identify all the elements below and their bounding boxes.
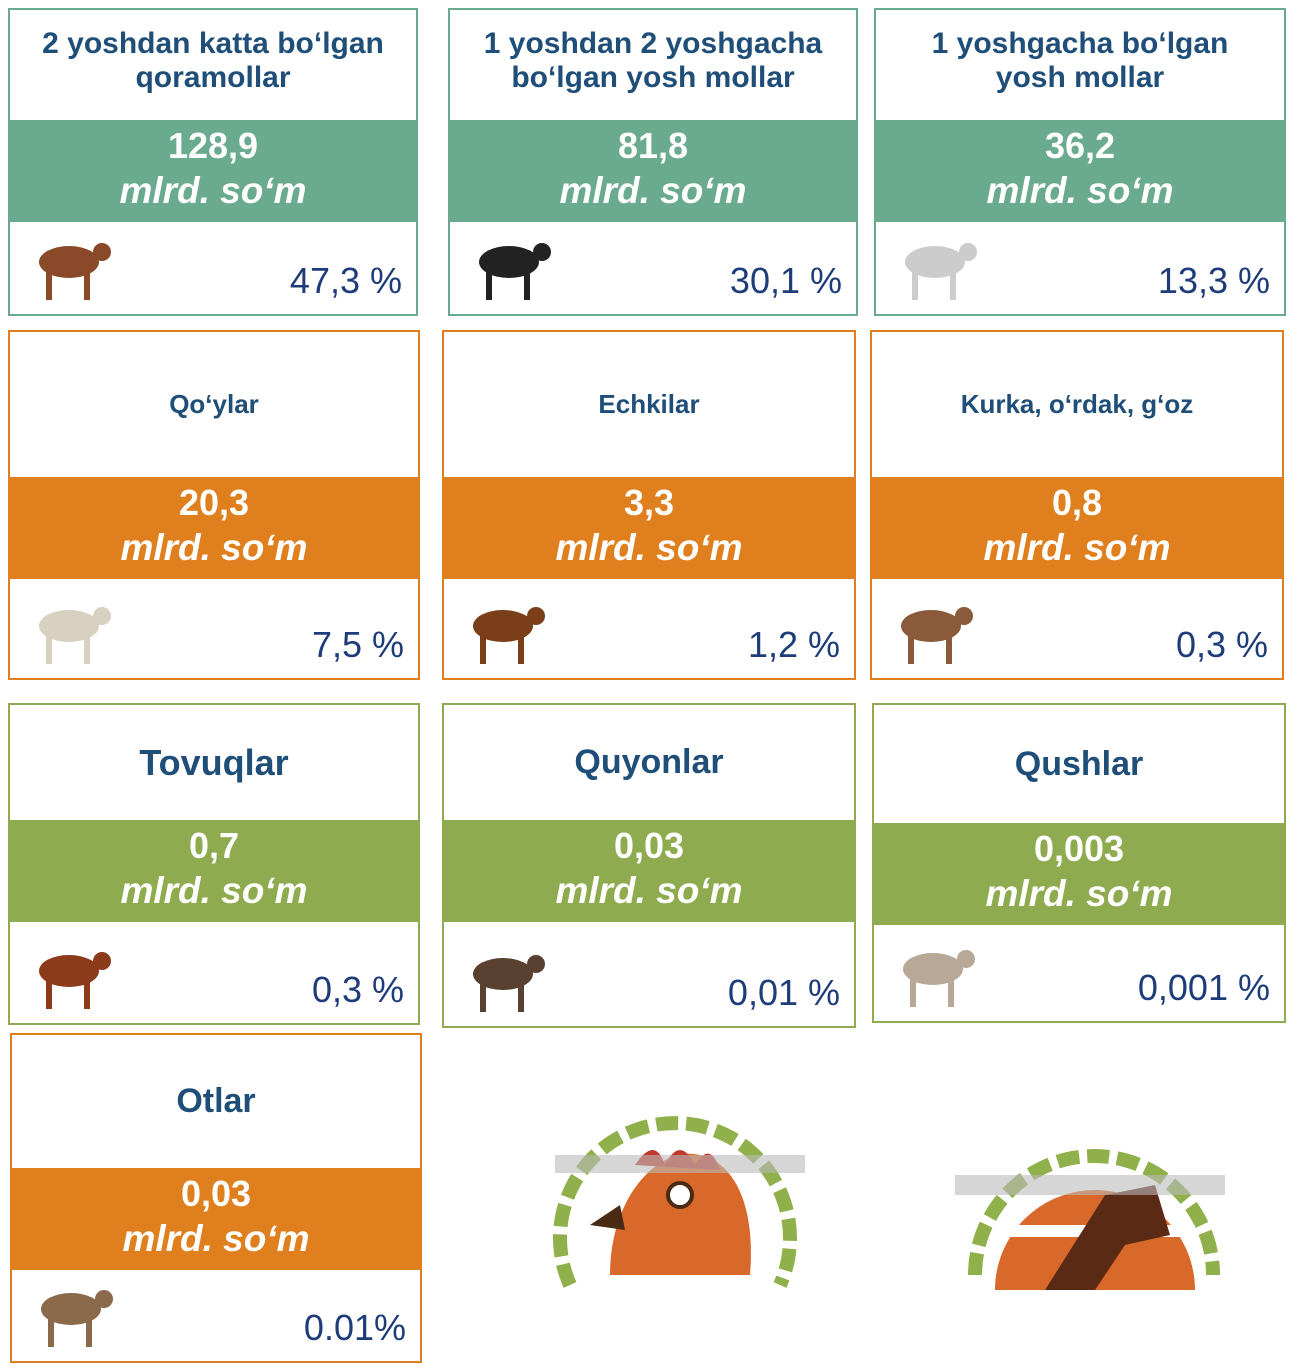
unit: mlrd. so‘m — [559, 170, 747, 211]
value: 0,03 — [613, 825, 685, 866]
percent: 30,1 % — [729, 260, 842, 301]
unit: mlrd. so‘m — [555, 870, 743, 911]
animal-icon — [39, 243, 111, 300]
percent: 0,001 % — [1137, 967, 1270, 1008]
percent: 0,3 % — [1175, 624, 1268, 665]
animal-icon — [905, 243, 977, 300]
animal-icon — [473, 607, 545, 664]
unit: mlrd. so‘m — [120, 870, 308, 911]
unit: mlrd. so‘m — [985, 873, 1173, 914]
value: 3,3 — [623, 482, 675, 523]
card-title: Qo‘ylar — [169, 389, 259, 419]
value-band: 0,7 mlrd. so‘m — [10, 820, 418, 922]
value: 0,03 — [180, 1173, 252, 1214]
card: 2 yoshdan katta bo‘lgan qoramollar 128,9 m… — [8, 8, 418, 316]
unit: mlrd. so‘m — [120, 527, 308, 568]
value-band: 128,9 mlrd. so‘m — [10, 120, 416, 222]
card: Quyonlar 0,03 mlrd. so‘m 0,01 % — [442, 703, 856, 1028]
animal-icon — [479, 243, 551, 300]
value-band: 3,3 mlrd. so‘m — [444, 477, 854, 579]
value-band: 36,2 mlrd. so‘m — [876, 120, 1284, 222]
card-title: 2 yoshdan katta bo‘lgan qoramollar — [42, 27, 384, 94]
horse-logo — [955, 1149, 1225, 1290]
percent: 1,2 % — [747, 624, 840, 665]
card-title: Tovuqlar — [139, 741, 289, 783]
percent: 0.01% — [303, 1307, 406, 1348]
card: Kurka, o‘rdak, g‘oz 0,8 mlrd. so‘m 0,3 % — [870, 330, 1284, 680]
card: Qushlar 0,003 mlrd. so‘m 0,001 % — [872, 703, 1286, 1023]
card-title: Echkilar — [598, 389, 700, 419]
card-title: Otlar — [176, 1082, 256, 1120]
animal-icon — [903, 950, 975, 1007]
value: 128,9 — [167, 125, 259, 166]
animal-icon — [901, 607, 973, 664]
value-band: 0,8 mlrd. so‘m — [872, 477, 1282, 579]
animal-icon — [39, 952, 111, 1009]
card-title: Quyonlar — [574, 743, 724, 781]
value: 36,2 — [1044, 125, 1116, 166]
card-title: 1 yoshdan 2 yoshgacha bo‘lgan yosh molla… — [483, 27, 823, 94]
percent: 13,3 % — [1157, 260, 1270, 301]
value: 0,7 — [188, 825, 240, 866]
value: 81,8 — [617, 125, 689, 166]
percent: 0,01 % — [727, 972, 840, 1013]
card-title: 1 yoshgacha bo‘lgan yosh mollar — [931, 27, 1229, 94]
unit: mlrd. so‘m — [555, 527, 743, 568]
value: 0,003 — [1033, 828, 1125, 869]
animal-icon — [39, 607, 111, 664]
percent: 0,3 % — [311, 969, 404, 1010]
animal-icon — [473, 955, 545, 1012]
unit: mlrd. so‘m — [122, 1218, 310, 1259]
value-band: 81,8 mlrd. so‘m — [450, 120, 856, 222]
card-title: Kurka, o‘rdak, g‘oz — [960, 389, 1194, 419]
unit: mlrd. so‘m — [119, 170, 307, 211]
value: 20,3 — [178, 482, 250, 523]
card: 1 yoshdan 2 yoshgacha bo‘lgan yosh molla… — [448, 8, 858, 316]
card-title: Qushlar — [1014, 744, 1144, 783]
value-band: 0,03 mlrd. so‘m — [444, 820, 854, 922]
unit: mlrd. so‘m — [983, 527, 1171, 568]
rooster-logo — [553, 1116, 805, 1288]
value-band: 0,03 mlrd. so‘m — [12, 1168, 420, 1270]
value-band: 20,3 mlrd. so‘m — [10, 477, 418, 579]
value: 0,8 — [1051, 482, 1103, 523]
animal-icon — [41, 1290, 113, 1347]
percent: 47,3 % — [289, 260, 402, 301]
percent: 7,5 % — [311, 624, 404, 665]
value-band: 0,003 mlrd. so‘m — [874, 823, 1284, 925]
card: 1 yoshgacha bo‘lgan yosh mollar 36,2 mlrd.… — [874, 8, 1286, 316]
unit: mlrd. so‘m — [986, 170, 1174, 211]
card: Tovuqlar 0,7 mlrd. so‘m 0,3 % — [8, 703, 420, 1025]
card: Otlar 0,03 mlrd. so‘m 0.01% — [10, 1033, 422, 1363]
card: Echkilar 3,3 mlrd. so‘m 1,2 % — [442, 330, 856, 680]
card: Qo‘ylar 20,3 mlrd. so‘m 7,5 % — [8, 330, 420, 680]
